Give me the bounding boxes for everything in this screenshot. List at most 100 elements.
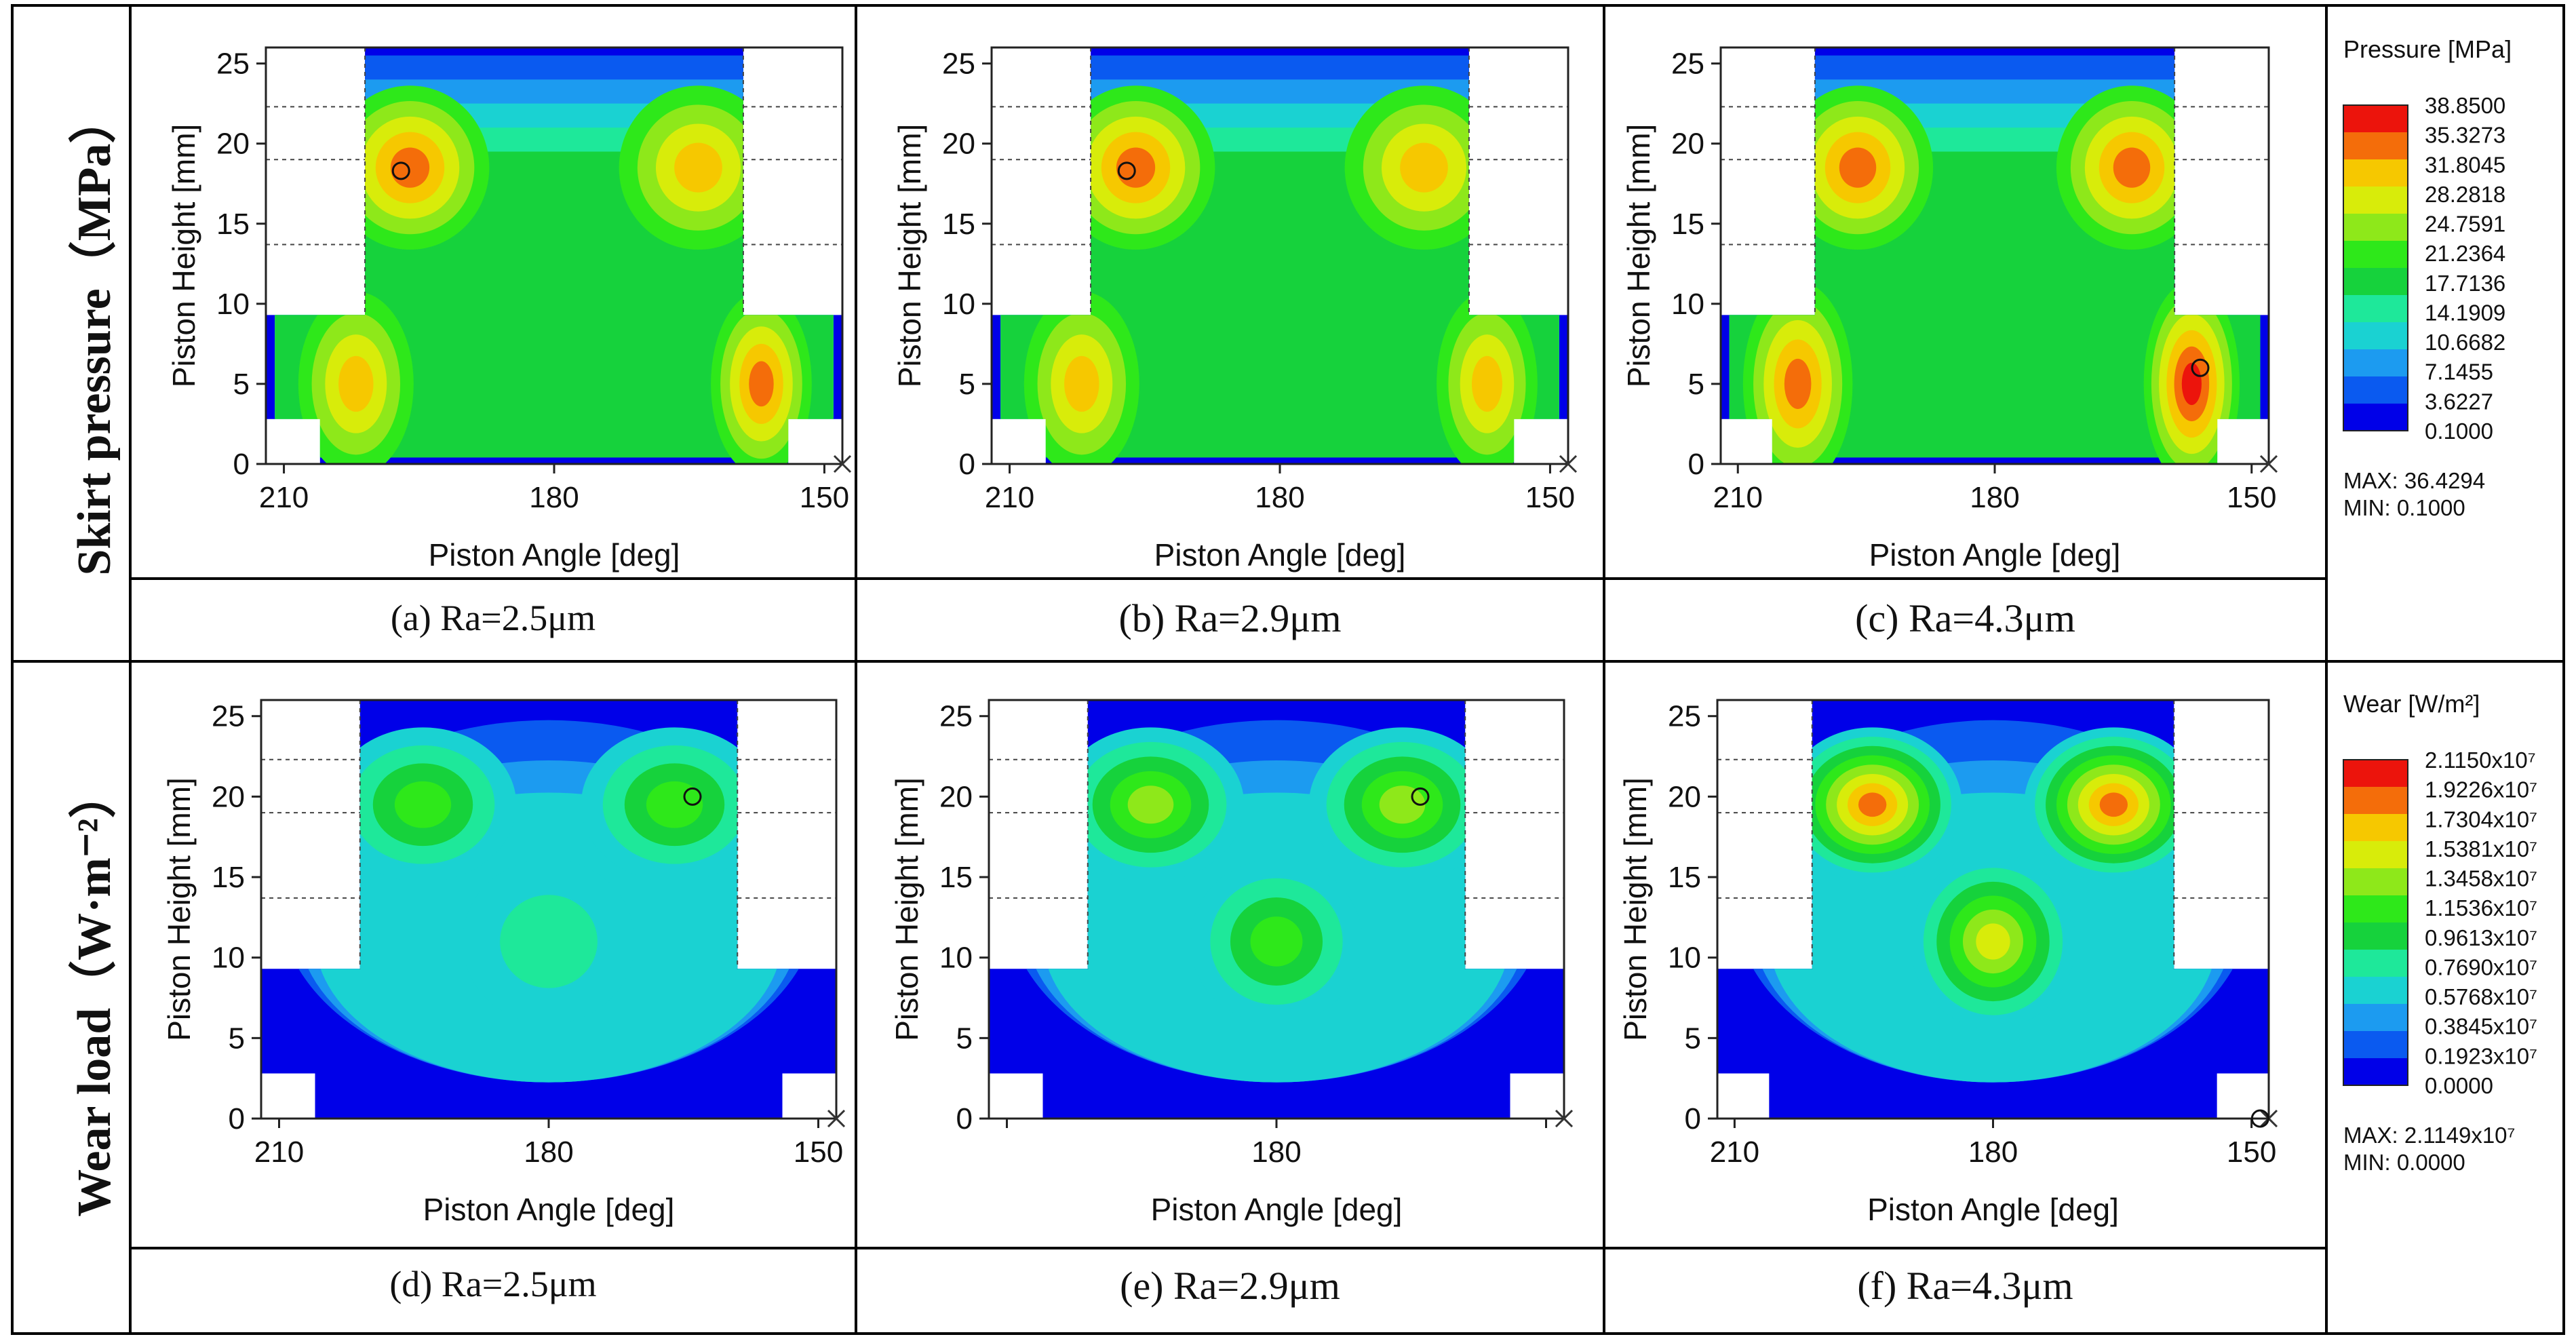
legend-swatch — [2343, 404, 2408, 431]
y-tick-label: 5 — [956, 1022, 973, 1055]
y-tick-label: 20 — [1671, 128, 1704, 161]
y-tick-label: 15 — [212, 861, 245, 894]
y-axis-label: Piston Height [mm] — [166, 124, 201, 388]
caption-d: (d) Ra=2.5μm — [389, 1264, 597, 1304]
hotspot-a-2 — [298, 291, 414, 464]
max-location-marker — [2250, 1109, 2269, 1128]
y-tick-label: 0 — [956, 1102, 973, 1136]
contour-level — [1471, 355, 1502, 412]
panel-b: 0 5 10 15 20 25 210 180 150 Piston Angle [deg] Pis… — [892, 46, 1578, 573]
legend-min: MIN: 0.0000 — [2343, 1150, 2465, 1175]
y-tick-label: 0 — [233, 448, 250, 481]
x-axis-label: Piston Angle [deg] — [429, 537, 680, 573]
y-tick-label: 10 — [1668, 942, 1701, 975]
heatmap-field-d — [261, 700, 836, 1119]
legend-level-label: 1.9226x10⁷ — [2425, 777, 2537, 802]
figure-grid — [11, 4, 2565, 1335]
legend-title: Pressure [MPa] — [2343, 35, 2512, 63]
legend-swatch — [2343, 241, 2408, 268]
contour-level — [500, 895, 598, 988]
x-tick-label: 150 — [2227, 1136, 2276, 1169]
x-axis-label: Piston Angle [deg] — [1869, 537, 2121, 573]
y-tick-label: 20 — [216, 128, 250, 161]
legend-level-label: 35.3273 — [2425, 123, 2505, 148]
legend-swatch — [2343, 868, 2408, 895]
y-tick-label: 15 — [1671, 208, 1704, 241]
caption-c: (c) Ra=4.3μm — [1855, 596, 2075, 640]
y-tick-label: 10 — [212, 942, 245, 975]
x-tick-label: 150 — [794, 1136, 843, 1169]
y-axis-label: Piston Height [mm] — [161, 777, 197, 1041]
hotspot-f-2 — [1910, 853, 2076, 1030]
legend-level-label: 1.3458x10⁷ — [2425, 866, 2537, 891]
notch-right — [1510, 1073, 1564, 1119]
legend-swatch — [2343, 349, 2408, 376]
legend-level-label: 0.5768x10⁷ — [2425, 984, 2537, 1009]
contour-level — [2099, 792, 2128, 817]
legend-max: MAX: 2.1149x10⁷ — [2343, 1123, 2515, 1148]
heatmap-field-b — [992, 47, 1568, 464]
legend-level-label: 1.5381x10⁷ — [2425, 836, 2537, 861]
x-tick-label: 180 — [529, 481, 579, 514]
x-tick-label: 210 — [254, 1136, 304, 1169]
notch-right — [788, 419, 842, 464]
hotspot-c-3 — [2143, 281, 2240, 464]
x-tick-label: 180 — [1251, 1136, 1301, 1169]
y-tick-label: 15 — [216, 208, 250, 241]
contour-level — [338, 355, 374, 412]
caption-a: (a) Ra=2.5μm — [390, 598, 596, 638]
corner-cross-icon — [833, 454, 852, 473]
legend-level-label: 17.7136 — [2425, 271, 2505, 296]
legend-level-label: 31.8045 — [2425, 152, 2505, 177]
x-tick-label: 150 — [2227, 481, 2276, 514]
legend-swatch — [2343, 895, 2408, 923]
y-tick-label: 10 — [1671, 288, 1704, 321]
notch-left — [989, 1073, 1043, 1119]
y-tick-label: 10 — [942, 288, 975, 321]
legend-level-label: 0.1923x10⁷ — [2425, 1043, 2537, 1068]
y-tick-label: 25 — [212, 700, 245, 733]
x-axis-label: Piston Angle [deg] — [1151, 1192, 1403, 1227]
y-tick-label: 0 — [1685, 1102, 1701, 1136]
contour-level — [1064, 355, 1099, 412]
y-tick-label: 25 — [942, 47, 975, 81]
hotspot-c-1 — [2056, 85, 2208, 250]
legend-swatch — [2343, 841, 2408, 868]
caption-b: (b) Ra=2.9μm — [1118, 596, 1342, 640]
panel-d: 0 5 10 15 20 25 210 180 150 Piston Angle [deg] Pis… — [161, 699, 846, 1227]
max-location-marker — [1411, 787, 1430, 806]
notch-left — [1721, 419, 1772, 464]
corner-cross-icon — [1559, 454, 1578, 473]
legend-level-label: 7.1455 — [2425, 360, 2493, 385]
y-axis-label: Piston Height [mm] — [1621, 124, 1656, 388]
y-tick-label: 20 — [1668, 780, 1701, 813]
legend-title: Wear [W/m²] — [2343, 690, 2480, 718]
hotspot-c-0 — [1782, 85, 1934, 250]
y-tick-label: 25 — [216, 47, 250, 81]
y-axis-label: Piston Height [mm] — [889, 777, 924, 1041]
notch-right — [782, 1073, 836, 1119]
legend-level-label: 38.8500 — [2425, 93, 2505, 118]
legend-swatch — [2343, 187, 2408, 214]
legend-swatch — [2343, 132, 2408, 159]
legend-swatch — [2343, 1031, 2408, 1058]
legend-level-label: 14.1909 — [2425, 300, 2505, 325]
x-axis-label: Piston Angle [deg] — [1867, 1192, 2119, 1227]
hotspot-b-3 — [1437, 291, 1538, 464]
panel-e: 0 5 10 15 20 25 180 Piston Angle [deg] Piston He… — [889, 699, 1574, 1227]
contour-level — [674, 142, 722, 193]
contour-level — [1250, 916, 1303, 967]
legend-wear: Wear [W/m²] 2.1150x10⁷ 1.9226x10⁷ 1.7304x10… — [2343, 690, 2537, 1175]
x-tick-label: 180 — [1968, 1136, 2018, 1169]
caption-f: (f) Ra=4.3μm — [1857, 1264, 2073, 1308]
contour-level — [749, 361, 774, 407]
legend-swatch — [2343, 1058, 2408, 1085]
heatmap-field-c — [1721, 47, 2269, 464]
y-tick-label: 5 — [959, 368, 975, 401]
notch-left — [261, 1073, 315, 1119]
hotspot-f-0 — [1782, 727, 1962, 882]
contour-level — [1858, 792, 1887, 817]
hotspot-e-2 — [1190, 859, 1363, 1024]
legend-swatch — [2343, 376, 2408, 404]
